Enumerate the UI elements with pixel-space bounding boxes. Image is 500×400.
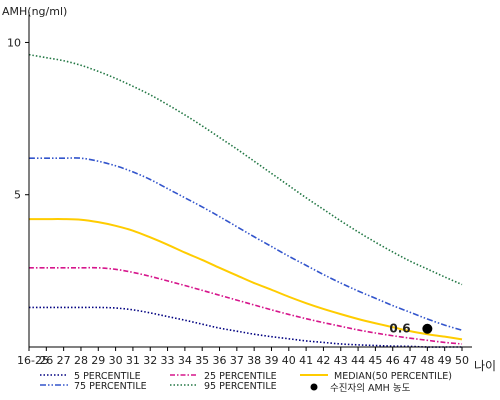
x-tick-label: 49 — [438, 354, 452, 367]
x-tick-label: 28 — [74, 354, 88, 367]
x-tick-label: 16-25 — [17, 354, 49, 367]
x-tick-label: 30 — [109, 354, 123, 367]
y-axis-title: AMH(ng/ml) — [2, 5, 67, 18]
y-tick-label: 5 — [14, 189, 21, 202]
x-tick-label: 35 — [195, 354, 209, 367]
legend-label-patient-amh: 수진자의 AMH 농도 — [330, 383, 411, 394]
x-tick-label: 41 — [299, 354, 313, 367]
x-tick-label: 29 — [91, 354, 105, 367]
series-line-5-percentile — [28, 306, 462, 348]
series-line-75-percentile — [28, 157, 463, 332]
series-line-median-50-percentile — [29, 218, 463, 341]
x-tick-label: 36 — [213, 354, 227, 367]
y-tick-label: 10 — [7, 36, 21, 49]
legend-label-median-50-percentile: MEDIAN(50 PERCENTILE) — [334, 371, 452, 382]
x-tick-label: 48 — [420, 354, 434, 367]
legend-label-75-percentile: 75 PERCENTILE — [74, 381, 147, 392]
x-tick-label: 47 — [403, 354, 417, 367]
x-tick-label: 37 — [230, 354, 244, 367]
x-tick-label: 38 — [247, 354, 261, 367]
legend: 5 PERCENTILE 25 PERCENTILE MEDIAN(50 PERCE… — [40, 371, 452, 394]
series-line-95-percentile — [28, 53, 463, 286]
x-tick-label: 43 — [334, 354, 348, 367]
legend-label-95-percentile: 95 PERCENTILE — [204, 381, 277, 392]
x-tick-label: 50 — [455, 354, 469, 367]
x-tick-label: 44 — [351, 354, 365, 367]
x-tick-label: 27 — [57, 354, 71, 367]
series-group — [28, 53, 463, 348]
x-tick-label: 33 — [161, 354, 175, 367]
x-tick-label: 26 — [39, 354, 53, 367]
legend-label-5-percentile: 5 PERCENTILE — [74, 371, 141, 382]
x-tick-label: 31 — [126, 354, 140, 367]
x-tick-label: 42 — [316, 354, 330, 367]
legend-patient-marker — [310, 383, 318, 391]
legend-label-25-percentile: 25 PERCENTILE — [204, 371, 277, 382]
x-axis-title: 나이 — [474, 359, 496, 373]
y-ticks: 10 5 — [7, 36, 29, 202]
x-tick-label: 34 — [178, 354, 192, 367]
series-line-25-percentile — [29, 266, 463, 345]
x-tick-label: 40 — [282, 354, 296, 367]
patient-marker-group: 0.6 — [389, 322, 433, 336]
x-tick-label: 46 — [386, 354, 400, 367]
x-tick-label: 32 — [143, 354, 157, 367]
x-tick-label: 39 — [264, 354, 278, 367]
patient-amh-value: 0.6 — [389, 322, 410, 336]
patient-amh-marker — [422, 323, 433, 334]
x-tick-label: 45 — [368, 354, 382, 367]
